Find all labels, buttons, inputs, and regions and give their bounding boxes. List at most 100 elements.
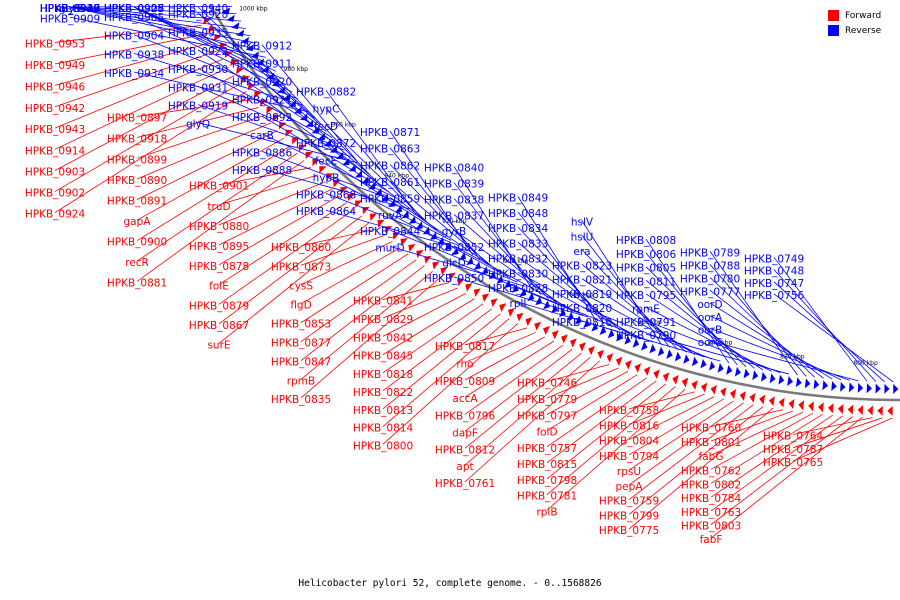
forward-feature-HPKB_0779[interactable] <box>615 356 623 367</box>
reverse-feature-rplI[interactable] <box>649 343 656 354</box>
gene-label[interactable]: HPKB_0788 <box>680 260 740 272</box>
reverse-feature-HPKB_0938[interactable] <box>294 106 302 114</box>
reverse-feature-HPKB_0805[interactable] <box>743 368 750 379</box>
gene-label[interactable]: HPKB_0797 <box>517 410 577 422</box>
gene-label[interactable]: HPKB_0802 <box>681 479 741 491</box>
forward-feature-folD[interactable] <box>634 363 642 373</box>
gene-label[interactable]: HPKB_0779 <box>517 394 577 406</box>
gene-label[interactable]: HPKB_0910 <box>40 3 100 15</box>
gene-label[interactable]: HPKB_0816 <box>599 420 660 432</box>
forward-feature-HPKB_0953[interactable] <box>203 17 212 25</box>
gene-label[interactable]: hslU <box>571 231 594 243</box>
gene-label[interactable]: oorA <box>698 312 723 324</box>
gene-label[interactable]: HPKB_0953 <box>25 38 85 50</box>
forward-feature-HPKB_0760[interactable] <box>778 397 785 408</box>
forward-feature-HPKB_0877[interactable] <box>416 250 424 259</box>
gene-label[interactable]: HPKB_0830 <box>488 268 548 280</box>
gene-label[interactable]: HPKB_0907 <box>104 3 164 15</box>
gene-label[interactable]: oorB <box>698 324 722 336</box>
gene-label[interactable]: truD <box>207 201 230 213</box>
gene-label[interactable]: HPKB_0905 <box>104 12 164 24</box>
gene-label[interactable]: HPKB_0762 <box>681 465 741 477</box>
gene-label[interactable]: HPKB_0939 <box>40 3 100 15</box>
gene-label[interactable]: HPKB_0906 <box>104 3 165 15</box>
forward-feature-HPKB_0763[interactable] <box>837 404 844 414</box>
forward-feature-HPKB_0809[interactable] <box>543 326 550 336</box>
reverse-feature-HPKB_0844[interactable] <box>511 283 519 293</box>
gene-label[interactable]: HPKB_0801 <box>681 437 741 449</box>
reverse-feature-oorD[interactable] <box>831 381 837 392</box>
reverse-feature-HPKB_0828[interactable] <box>640 341 648 351</box>
forward-feature-HPKB_0765[interactable] <box>887 405 893 416</box>
gene-label[interactable]: HPKB_0949 <box>25 60 85 72</box>
gene-label[interactable]: HPKB_0791 <box>616 317 676 329</box>
forward-feature-rho[interactable] <box>534 321 542 331</box>
gene-label[interactable]: HPKB_0822 <box>353 387 413 399</box>
reverse-feature-HPKB_0821[interactable] <box>691 356 699 367</box>
forward-feature-HPKB_0803[interactable] <box>847 404 854 415</box>
gene-label[interactable]: folD <box>536 427 557 439</box>
gene-label[interactable]: HPKB_0838 <box>424 195 484 207</box>
gene-label[interactable]: rpmB <box>287 375 315 387</box>
gene-label[interactable]: era <box>573 246 590 258</box>
gene-label[interactable]: HPKB_0829 <box>353 314 413 326</box>
forward-feature-HPKB_0784[interactable] <box>827 403 834 414</box>
forward-feature-HPKB_0804[interactable] <box>710 384 717 395</box>
reverse-feature-HPKB_0791[interactable] <box>778 374 785 385</box>
reverse-feature-HPKB_0790[interactable] <box>787 376 794 386</box>
gene-label[interactable]: surE <box>207 339 230 351</box>
gene-label[interactable]: HPKB_0845 <box>353 351 413 363</box>
reverse-feature-HPKB_0837[interactable] <box>551 304 558 314</box>
reverse-feature-HPKB_0820[interactable] <box>708 360 716 371</box>
forward-feature-HPKB_0897[interactable] <box>253 91 262 99</box>
gene-label[interactable]: HPKB_0942 <box>25 103 85 115</box>
gene-label[interactable]: HPKB_0818 <box>353 369 413 381</box>
forward-feature-HPKB_0895[interactable] <box>333 180 341 188</box>
gene-label[interactable]: HPKB_0945 <box>40 3 100 15</box>
reverse-feature-HPKB_0862[interactable] <box>481 266 489 275</box>
reverse-feature-glyS[interactable] <box>230 22 240 30</box>
gene-label[interactable]: HPKB_0903 <box>25 166 85 178</box>
reverse-feature-HPKB_0756[interactable] <box>893 383 899 394</box>
gene-label[interactable]: HPKB_0805 <box>616 263 676 275</box>
reverse-feature-HPKB_0777[interactable] <box>822 380 828 391</box>
reverse-feature-hypC[interactable] <box>415 221 423 230</box>
gene-label[interactable]: HPKB_0806 <box>616 249 677 261</box>
gene-label[interactable]: HPKB_0781 <box>517 491 577 503</box>
gene-label[interactable]: HPKB_0800 <box>353 440 413 452</box>
reverse-feature-HPKB_0747[interactable] <box>884 383 890 394</box>
gene-label[interactable]: HPKB_0904 <box>104 31 165 43</box>
gene-label[interactable]: HPKB_0748 <box>744 266 804 278</box>
reverse-feature-oorA[interactable] <box>840 381 846 392</box>
forward-feature-HPKB_0842[interactable] <box>465 283 473 292</box>
gene-label[interactable]: HPKB_0795 <box>616 290 676 302</box>
gene-label[interactable]: HPKB_0777 <box>680 286 740 298</box>
gene-label[interactable]: carB <box>250 130 274 142</box>
gene-label[interactable]: HPKB_0765 <box>763 457 823 469</box>
gene-label[interactable]: HPKB_0914 <box>25 145 86 157</box>
forward-feature-HPKB_0845[interactable] <box>473 288 481 297</box>
gene-label[interactable]: HPKB_0798 <box>517 475 577 487</box>
gene-label[interactable]: HPKB_0878 <box>189 261 249 273</box>
gene-label[interactable]: HPKB_0946 <box>25 81 86 93</box>
reverse-feature-HPKB_0788[interactable] <box>804 378 811 389</box>
gene-label[interactable]: HPKB_0841 <box>353 296 413 308</box>
forward-feature-HPKB_0781[interactable] <box>672 375 679 385</box>
gene-label[interactable]: HPKB_0867 <box>189 320 249 332</box>
gene-label[interactable]: HPKB_0911 <box>232 59 292 71</box>
forward-feature-HPKB_0764[interactable] <box>867 405 873 416</box>
forward-feature-flgD[interactable] <box>400 238 408 247</box>
gene-label[interactable]: HPKB_0813 <box>353 405 413 417</box>
gene-label[interactable]: HPKB_0815 <box>517 459 577 471</box>
gene-label[interactable]: HPKB_0808 <box>616 235 676 247</box>
forward-feature-HPKB_0943[interactable] <box>224 50 233 58</box>
gene-label[interactable]: HPKB_0891 <box>107 196 167 208</box>
reverse-feature-HPKB_0832[interactable] <box>624 335 631 345</box>
forward-feature-HPKB_0878[interactable] <box>340 187 348 195</box>
gene-label[interactable]: HPKB_0780 <box>680 273 740 285</box>
forward-feature-HPKB_0812[interactable] <box>579 342 586 352</box>
reverse-feature-hslV[interactable] <box>657 346 665 357</box>
forward-feature-HPKB_0817[interactable] <box>525 317 533 327</box>
gene-label[interactable]: HPKB_0931 <box>168 82 228 94</box>
gene-label[interactable]: HPKB_0928 <box>168 9 228 21</box>
